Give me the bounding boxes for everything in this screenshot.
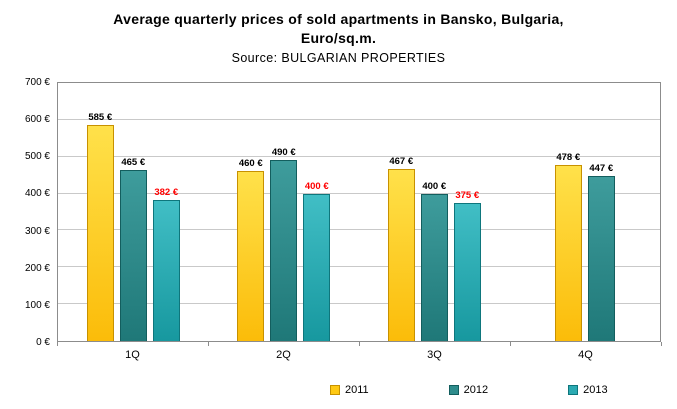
y-tick-label: 600 € (24, 114, 50, 126)
x-axis-label-1Q: 1Q (125, 349, 140, 361)
x-tick (208, 342, 209, 346)
bar-2013-2Q: 400 € (303, 83, 331, 341)
chart-title: Average quarterly prices of sold apartme… (0, 10, 677, 48)
bar-value-label: 382 € (154, 187, 179, 199)
x-tick (57, 342, 58, 346)
bar-value-label: 400 € (304, 180, 329, 192)
bar-2011-4Q: 478 € (554, 83, 582, 341)
bar-value-label: 460 € (238, 158, 263, 170)
bar-value-label: 447 € (589, 163, 614, 175)
bar-2013-1Q: 382 € (152, 83, 180, 341)
chart-title-line1: Average quarterly prices of sold apartme… (113, 11, 564, 27)
bar-value-label: 375 € (455, 189, 480, 201)
x-axis-label-4Q: 4Q (578, 349, 593, 361)
gridline (58, 118, 660, 120)
bar (554, 164, 582, 341)
y-tick-label: 300 € (24, 225, 50, 237)
legend: 2011 2012 2013 (0, 384, 677, 396)
gridline (58, 229, 660, 231)
chart-title-line2: Euro/sq.m. (300, 30, 377, 46)
bar (237, 171, 265, 341)
bar-2012-4Q: 447 € (587, 83, 615, 341)
bar-value-label: 400 € (422, 180, 447, 192)
bar-group-1Q: 585 € 465 € 382 € (58, 83, 209, 341)
y-tick-label: 0 € (36, 337, 50, 348)
bar (303, 193, 331, 341)
bar (587, 176, 615, 341)
bar-value-label: 478 € (556, 151, 581, 163)
y-tick-label: 500 € (24, 151, 50, 163)
legend-label: 2013 (583, 384, 608, 396)
legend-swatch-icon (568, 385, 579, 395)
gridline (58, 192, 660, 194)
y-tick-label: 200 € (24, 262, 50, 274)
legend-item-2011: 2011 (330, 384, 369, 396)
x-axis-label-2Q: 2Q (276, 349, 291, 361)
bar-value-label: 585 € (88, 112, 113, 124)
y-tick-label: 100 € (24, 299, 50, 311)
plot-area: 585 € 465 € 382 € 460 € 490 € 400 € 467 € 400 €… (57, 82, 661, 342)
gridlines (58, 83, 660, 341)
bar (420, 193, 448, 341)
x-axis-labels: 1Q 2Q 3Q 4Q (57, 349, 661, 361)
bar (119, 169, 147, 341)
legend-item-2013: 2013 (568, 384, 608, 396)
legend-label: 2011 (345, 384, 369, 396)
x-tick (359, 342, 360, 346)
bar-group-3Q: 467 € 400 € 375 € (359, 83, 510, 341)
gridline (58, 266, 660, 268)
bar-groups: 585 € 465 € 382 € 460 € 490 € 400 € 467 € 400 €… (58, 83, 660, 341)
bar (387, 168, 415, 341)
bar (152, 200, 180, 341)
bar-2011-1Q: 585 € (86, 83, 114, 341)
gridline (58, 155, 660, 157)
legend-item-2012: 2012 (448, 384, 489, 396)
bar-group-4Q: 478 € 447 € (510, 83, 661, 341)
bar (86, 125, 114, 341)
gridline (58, 303, 660, 305)
bar-value-label: 467 € (389, 155, 414, 167)
legend-swatch-icon (330, 385, 340, 395)
bar-2012-3Q: 400 € (420, 83, 448, 341)
y-tick-label: 700 € (24, 77, 50, 88)
x-tick (661, 342, 662, 346)
bar-2012-1Q: 465 € (119, 83, 147, 341)
bar-value-label: 490 € (271, 147, 296, 159)
bar-group-2Q: 460 € 490 € 400 € (209, 83, 360, 341)
legend-label: 2012 (463, 384, 489, 396)
legend-swatch-icon (448, 385, 459, 395)
bar-2013-3Q: 375 € (453, 83, 481, 341)
bar-2011-3Q: 467 € (387, 83, 415, 341)
y-tick-label: 400 € (24, 188, 50, 200)
chart-source: Source: BULGARIAN PROPERTIES (231, 51, 446, 65)
bar-value-label: 465 € (121, 156, 146, 168)
bar-2012-2Q: 490 € (270, 83, 298, 341)
x-axis-ticks (57, 342, 662, 347)
bar-2011-2Q: 460 € (237, 83, 265, 341)
bar (270, 160, 298, 341)
x-tick (510, 342, 511, 346)
bar (453, 202, 481, 341)
x-axis-label-3Q: 3Q (427, 349, 442, 361)
y-axis: 0 € 100 € 200 € 300 € 400 € 500 € 600 € 700 € (0, 77, 50, 348)
